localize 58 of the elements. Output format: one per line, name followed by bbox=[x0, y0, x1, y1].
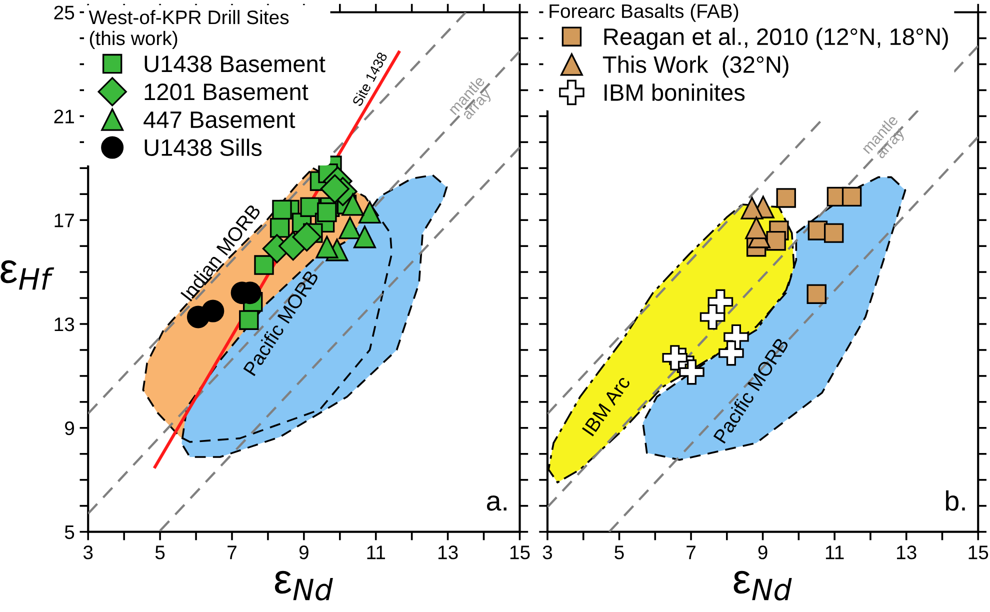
legend-label: U1438 Basement bbox=[144, 56, 326, 72]
point bbox=[342, 193, 364, 216]
legend-title: Forearc Basalts (FAB) bbox=[550, 4, 738, 22]
annotation: a. bbox=[486, 496, 506, 511]
legend-label: This Work (32°N) bbox=[602, 56, 788, 78]
y-tick-label: 13 bbox=[54, 317, 74, 332]
point bbox=[700, 304, 726, 330]
point bbox=[300, 197, 320, 217]
x-tick-label: 15 bbox=[510, 546, 530, 560]
point bbox=[662, 345, 688, 370]
x-tick-label: 13 bbox=[897, 546, 916, 560]
point bbox=[202, 300, 224, 322]
legend-label: 447 Basement bbox=[144, 112, 296, 128]
point bbox=[316, 236, 338, 258]
point bbox=[740, 196, 764, 220]
y-tick-label: 21 bbox=[54, 110, 74, 124]
legend-title: West-of-KPR Drill Sites (this work) bbox=[88, 10, 289, 50]
x-tick-label: 11 bbox=[826, 546, 844, 560]
legend-label: Reagan et al., 2010 (12°N, 18°N) bbox=[604, 28, 948, 50]
point bbox=[776, 188, 796, 208]
x-tick-label: 15 bbox=[968, 546, 988, 560]
y-tick-label: 9 bbox=[65, 421, 74, 436]
x-tick-label: 7 bbox=[686, 546, 696, 560]
x-axis-title: ε$_{Nd}$ bbox=[734, 570, 792, 601]
legend-label: U1438 Sills bbox=[144, 138, 262, 156]
point bbox=[254, 255, 274, 275]
x-tick-label: 9 bbox=[758, 546, 768, 560]
x-tick-label: 11 bbox=[367, 546, 386, 560]
point bbox=[824, 223, 844, 243]
point bbox=[320, 174, 350, 204]
y-tick-label: 25 bbox=[54, 6, 74, 20]
point bbox=[842, 186, 862, 207]
x-tick-label: 9 bbox=[299, 546, 308, 560]
x-tick-label: 7 bbox=[228, 546, 236, 560]
point bbox=[292, 222, 322, 252]
legend-label: IBM boninites bbox=[604, 84, 745, 101]
legend-label: 1201 Basement bbox=[144, 83, 308, 100]
y-axis-title: ε$_{Hf}$ bbox=[0, 260, 54, 290]
x-tick-label: 5 bbox=[614, 546, 624, 560]
point bbox=[745, 216, 768, 240]
point bbox=[353, 226, 376, 248]
point bbox=[272, 200, 292, 220]
annotation: b. bbox=[946, 490, 965, 511]
point bbox=[679, 359, 704, 385]
point bbox=[317, 202, 337, 222]
y-tick-label: 17 bbox=[54, 214, 74, 228]
annotation: Site 1438 bbox=[352, 51, 388, 107]
x-tick-label: 5 bbox=[155, 546, 165, 560]
point bbox=[766, 230, 786, 251]
point bbox=[718, 340, 744, 366]
y-tick-label: 5 bbox=[64, 525, 74, 540]
x-tick-label: 13 bbox=[438, 546, 458, 560]
point bbox=[338, 216, 362, 240]
x-tick-label: 3 bbox=[542, 546, 552, 560]
point bbox=[806, 284, 826, 304]
x-axis-title: ε$_{Nd}$ bbox=[274, 570, 333, 601]
x-tick-label: 3 bbox=[83, 546, 93, 560]
point bbox=[358, 201, 382, 224]
